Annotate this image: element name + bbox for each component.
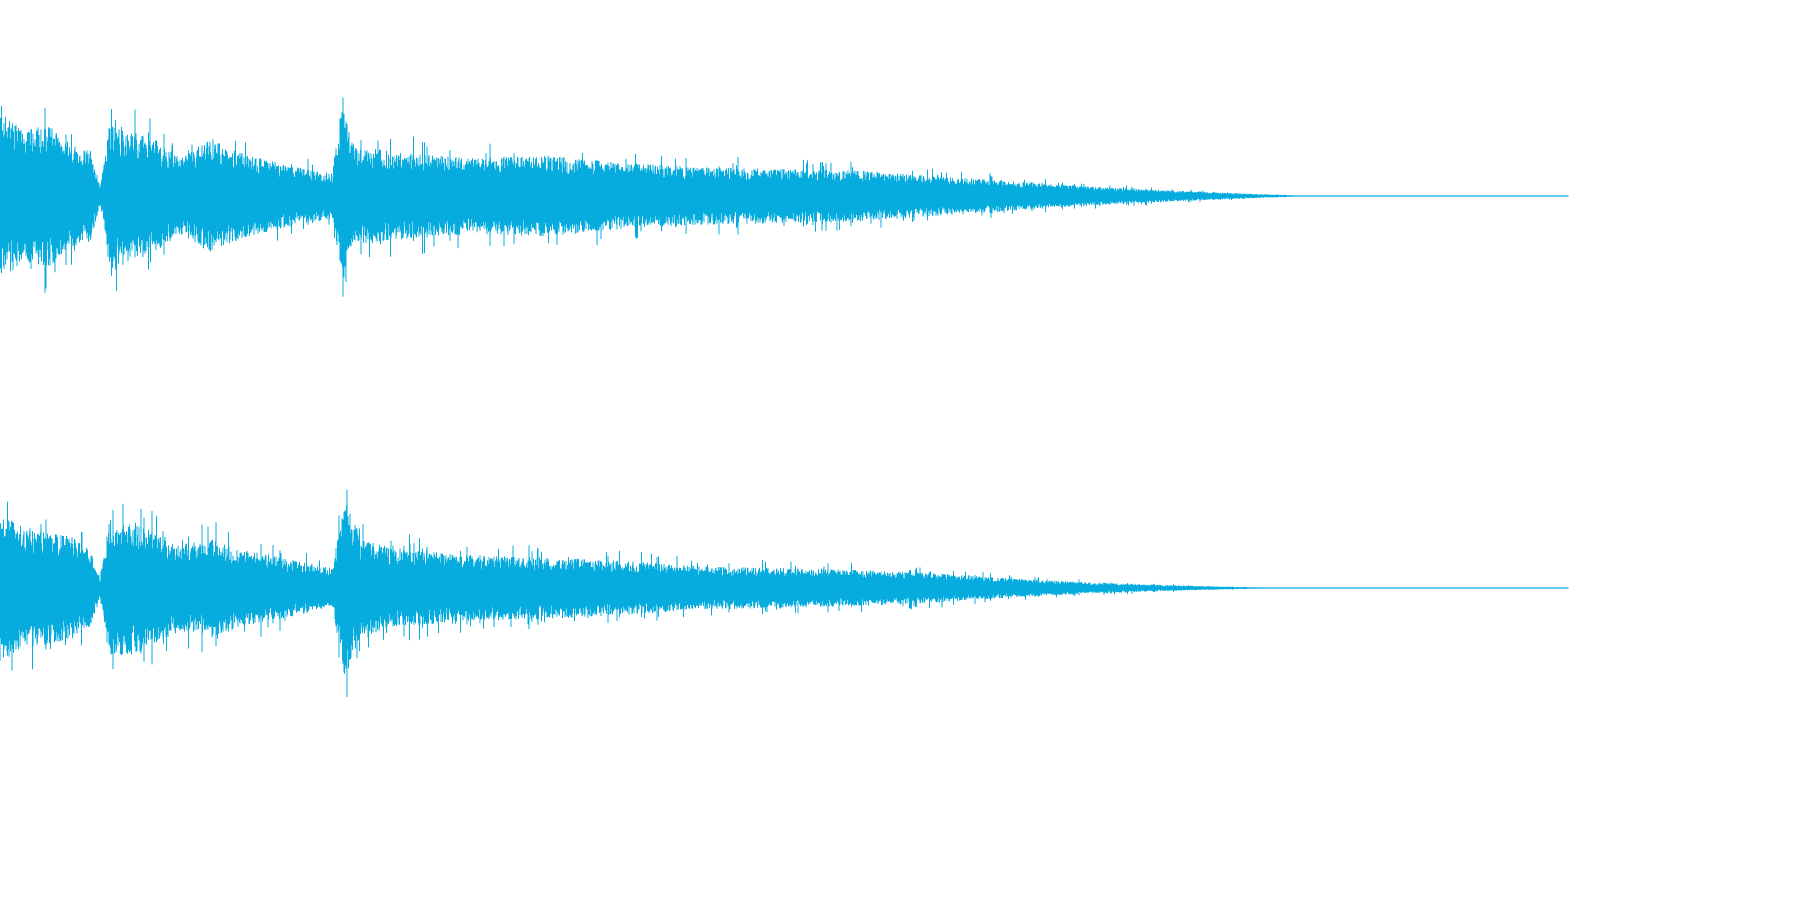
waveform-channel-2 <box>0 450 1800 900</box>
waveform-channel-2-plot <box>0 489 1569 697</box>
waveform-channel-1 <box>0 97 1569 297</box>
waveform-channel-2-trace <box>0 489 1569 697</box>
waveform-channel-1-trace <box>0 97 1569 297</box>
waveform-channel-1-plot <box>0 97 1569 297</box>
